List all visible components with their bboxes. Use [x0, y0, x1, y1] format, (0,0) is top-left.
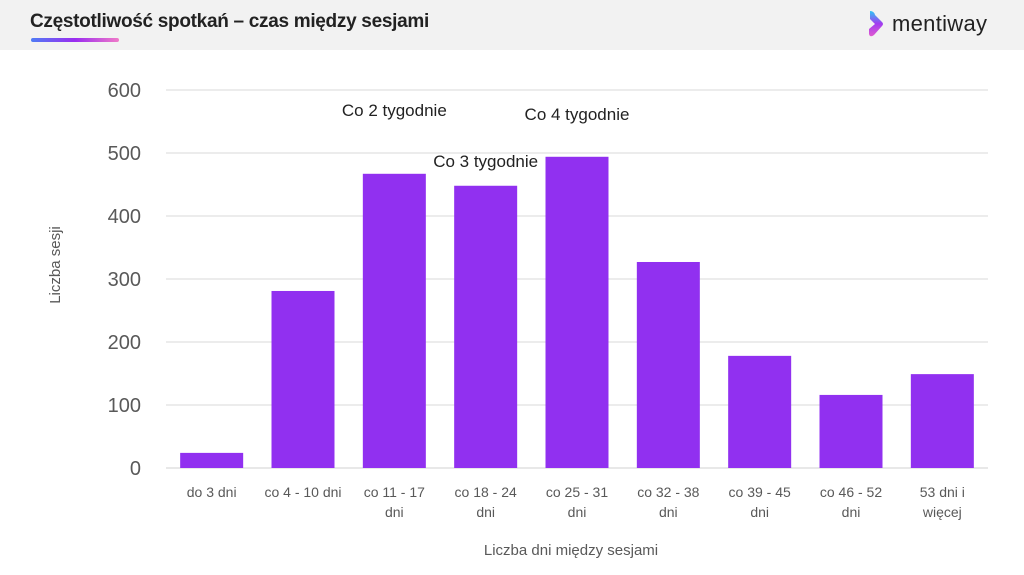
- x-tick-label: co 18 - 24: [455, 484, 517, 500]
- bar: [271, 290, 335, 468]
- y-tick-label: 100: [108, 395, 141, 417]
- y-tick-label: 0: [130, 458, 141, 480]
- title-underline: [31, 38, 119, 42]
- y-tick-label: 400: [108, 206, 141, 228]
- header-bar: Częstotliwość spotkań – czas między sesj…: [0, 0, 1024, 50]
- y-axis-title: Liczba sesji: [47, 226, 64, 304]
- x-tick-label: co 4 - 10 dni: [264, 484, 341, 500]
- bar: [636, 261, 700, 468]
- y-tick-label: 600: [108, 80, 141, 102]
- x-tick-label: dni: [476, 504, 495, 520]
- bar: [362, 173, 426, 469]
- x-tick-label: 53 dni i: [920, 484, 965, 500]
- x-axis-title: Liczba dni między sesjami: [484, 542, 658, 559]
- mentiway-logo-icon: [869, 11, 883, 37]
- bar: [910, 374, 974, 468]
- x-tick-label: dni: [659, 504, 678, 520]
- x-tick-label: co 11 - 17: [364, 484, 425, 500]
- x-tick-label: dni: [568, 504, 587, 520]
- bar: [545, 156, 609, 468]
- data-annotation: Co 2 tygodnie: [342, 101, 447, 120]
- x-tick-label: więcej: [922, 504, 962, 520]
- y-tick-label: 300: [108, 269, 141, 291]
- x-tick-label: co 32 - 38: [637, 484, 699, 500]
- bar: [454, 185, 518, 468]
- y-tick-label: 200: [108, 332, 141, 354]
- x-tick-label: co 39 - 45: [729, 484, 791, 500]
- x-tick-label: co 25 - 31: [546, 484, 608, 500]
- bar: [180, 452, 244, 468]
- x-tick-label: dni: [842, 504, 861, 520]
- bar: [819, 394, 883, 468]
- x-tick-label: dni: [385, 504, 404, 520]
- x-tick-label: co 46 - 52: [820, 484, 882, 500]
- y-tick-label: 500: [108, 143, 141, 165]
- mentiway-logo: mentiway: [866, 9, 987, 39]
- x-tick-label: dni: [750, 504, 769, 520]
- page-title: Częstotliwość spotkań – czas między sesj…: [30, 11, 429, 32]
- x-tick-label: do 3 dni: [187, 484, 237, 500]
- data-annotation: Co 3 tygodnie: [433, 152, 538, 171]
- data-annotation: Co 4 tygodnie: [525, 105, 630, 124]
- bar: [728, 355, 792, 468]
- logo-text: mentiway: [892, 11, 988, 36]
